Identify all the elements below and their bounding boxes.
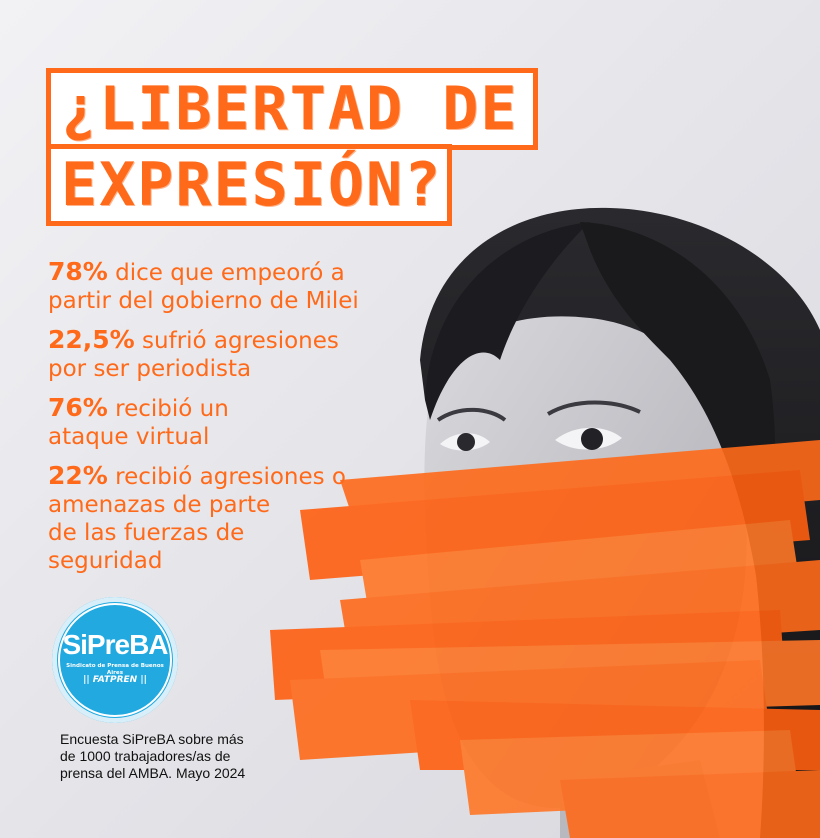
stat-percentage: 22% (48, 461, 108, 490)
stat-item: 22,5% sufrió agresiones por ser periodis… (48, 326, 428, 383)
stat-text: amenazas de parte (48, 492, 271, 518)
source-line: de 1000 trabajadores/as de (60, 748, 231, 764)
eyes (436, 400, 641, 451)
stat-text: de las fuerzas de (48, 520, 245, 546)
stat-text: seguridad (48, 548, 163, 574)
stat-percentage: 78% (48, 257, 108, 286)
stat-text: dice que empeoró a (107, 260, 345, 286)
logo-federation: || FATPREN || (83, 675, 147, 685)
hair-front-shape (425, 222, 590, 420)
title-line-2: EXPRESIÓN? (46, 144, 452, 226)
logo-ring (58, 603, 172, 717)
stat-text: por ser periodista (48, 356, 252, 382)
stat-percentage: 22,5% (48, 325, 135, 354)
stat-item: 22% recibió agresiones o amenazas de par… (48, 462, 428, 575)
stat-text: recibió agresiones o (107, 464, 346, 490)
stat-item: 76% recibió un ataque virtual (48, 394, 428, 451)
statistics-list: 78% dice que empeoró a partir del gobier… (48, 258, 428, 586)
source-line: prensa del AMBA. Mayo 2024 (60, 765, 246, 781)
source-note: Encuesta SiPreBA sobre más de 1000 traba… (60, 731, 310, 782)
stat-text: recibió un (107, 396, 229, 422)
title-line-1: ¿LIBERTAD DE (46, 68, 538, 150)
sipreba-logo: SiPreBA Sindicato de Prensa de Buenos Ai… (52, 597, 178, 723)
stat-text: sufrió agresiones (134, 328, 339, 354)
orange-tape-strips (270, 440, 820, 838)
logo-subtitle: Sindicato de Prensa de Buenos Aires (66, 663, 164, 676)
source-line: Encuesta SiPreBA sobre más (60, 731, 244, 747)
stat-item: 78% dice que empeoró a partir del gobier… (48, 258, 428, 315)
stat-percentage: 76% (48, 393, 108, 422)
stat-text: partir del gobierno de Milei (48, 288, 359, 314)
stat-text: ataque virtual (48, 424, 210, 450)
logo-name: SiPreBA (62, 629, 168, 660)
